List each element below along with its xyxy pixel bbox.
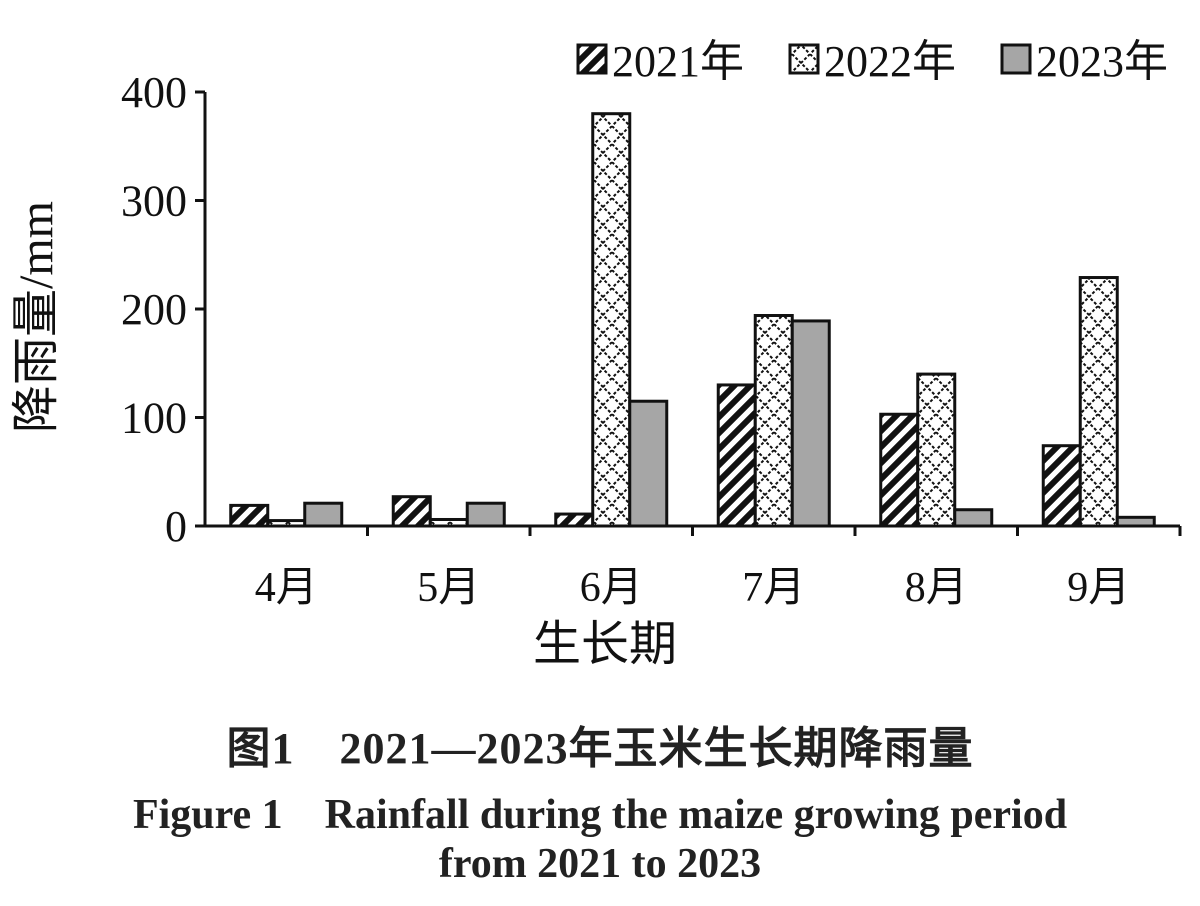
bar-2021年-4月 <box>229 503 270 528</box>
plot-area: 0 100 200 300 400 4月 5月 6月 7月 8月 9月 <box>121 68 1182 611</box>
legend-label: 2023年 <box>1036 37 1168 86</box>
legend-swatch-2021年 <box>576 43 608 75</box>
legend: 2021年 2022年 2023年 <box>576 37 1168 86</box>
x-tick-label: 5月 <box>417 565 480 611</box>
y-tick-label: 100 <box>121 394 187 443</box>
bar-2022年-5月 <box>428 517 469 528</box>
bar-2021年-8月 <box>879 412 920 528</box>
x-tick-label: 7月 <box>742 565 805 611</box>
figure-caption-chinese: 图1 2021—2023年玉米生长期降雨量 <box>226 724 974 773</box>
x-tick-label: 9月 <box>1067 565 1130 611</box>
bar-2022年-4月 <box>266 519 307 528</box>
bar-2021年-6月 <box>554 512 595 528</box>
y-tick-label: 400 <box>121 68 187 117</box>
bar-2023年-7月 <box>790 319 831 528</box>
bar-2022年-9月 <box>1078 276 1119 528</box>
rainfall-bar-chart: 0 100 200 300 400 4月 5月 6月 7月 8月 9月 降雨量/mm 生长期 202… <box>10 37 1182 671</box>
y-tick-label: 0 <box>165 502 187 551</box>
bar-2022年-8月 <box>916 372 957 528</box>
bar-2021年-9月 <box>1041 444 1082 528</box>
figure-caption-english-line1: Figure 1 Rainfall during the maize growi… <box>132 792 1068 838</box>
x-tick-label: 8月 <box>905 565 968 611</box>
y-axis-title: 降雨量/mm <box>10 201 63 433</box>
bar-2023年-5月 <box>465 501 506 528</box>
bar-2022年-7月 <box>753 314 794 528</box>
bar-2021年-7月 <box>716 383 757 528</box>
legend-label: 2022年 <box>824 37 956 86</box>
legend-label: 2021年 <box>612 37 744 86</box>
bar-2023年-8月 <box>953 508 994 528</box>
y-tick-label: 300 <box>121 177 187 226</box>
legend-swatch-2023年 <box>1000 43 1032 75</box>
legend-swatch-2022年 <box>788 43 820 75</box>
x-tick-label: 4月 <box>255 565 318 611</box>
bar-2022年-6月 <box>591 112 632 528</box>
figure-caption-english-line2: from 2021 to 2023 <box>438 841 762 887</box>
x-tick-label: 6月 <box>580 565 643 611</box>
x-axis-title: 生长期 <box>533 618 677 671</box>
bar-2023年-6月 <box>628 399 669 528</box>
bar-2023年-9月 <box>1115 515 1156 528</box>
bar-2021年-5月 <box>391 495 432 528</box>
y-tick-label: 200 <box>121 285 187 334</box>
bar-2023年-4月 <box>303 501 344 528</box>
